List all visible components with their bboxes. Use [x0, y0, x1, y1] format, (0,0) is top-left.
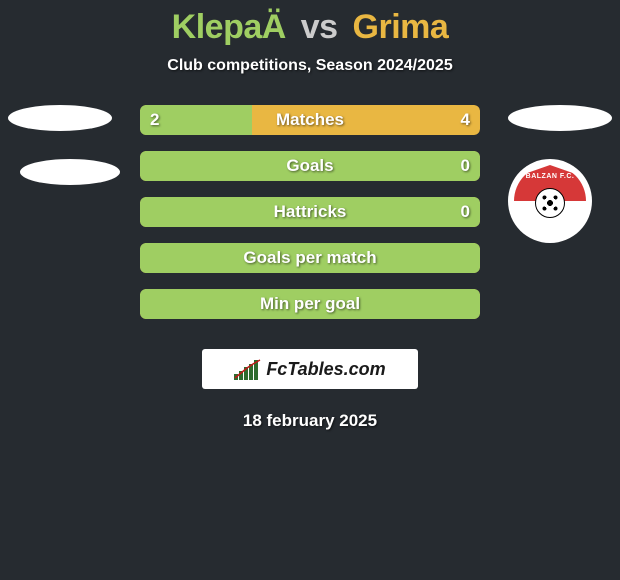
bar-label: Goals [286, 156, 333, 176]
bar-right-value: 0 [461, 202, 470, 222]
player1-avatar-placeholder-1 [8, 105, 112, 131]
bar-label: Min per goal [260, 294, 360, 314]
bar-label: Goals per match [243, 248, 376, 268]
bar-label: Matches [276, 110, 344, 130]
bar-left-value: 2 [150, 110, 159, 130]
page-title: KlepaÄ vs Grima [0, 0, 620, 47]
bar-row: Min per goal [140, 289, 480, 319]
subtitle: Club competitions, Season 2024/2025 [0, 57, 620, 75]
bar-row: Goals per match [140, 243, 480, 273]
player2-club-badge: BALZAN F.C. [508, 159, 592, 243]
bar-row: Goals 0 [140, 151, 480, 181]
player2-avatar-placeholder [508, 105, 612, 131]
bar-row: Matches 2 4 [140, 105, 480, 135]
soccer-ball-icon [535, 188, 565, 218]
club-badge-inner: BALZAN F.C. [514, 165, 586, 237]
date-text: 18 february 2025 [0, 411, 620, 431]
bar-right-value: 4 [461, 110, 470, 130]
player1-name: KlepaÄ [172, 8, 286, 46]
logo-text: FcTables.com [266, 359, 385, 380]
fctables-logo: FcTables.com [202, 349, 418, 389]
bar-row: Hattricks 0 [140, 197, 480, 227]
club-badge-text: BALZAN F.C. [514, 173, 586, 180]
vs-text: vs [301, 8, 338, 46]
chart-area: BALZAN F.C. Matches24Goals0Hattricks0Goa… [0, 105, 620, 345]
player1-avatar-placeholder-2 [20, 159, 120, 185]
logo-chart-icon [234, 358, 262, 380]
comparison-bars: Matches 2 4 Goals 0 Hattricks 0 Goals per match… [140, 105, 480, 335]
player2-name: Grima [353, 8, 449, 46]
bar-label: Hattricks [274, 202, 347, 222]
bar-right-value: 0 [461, 156, 470, 176]
